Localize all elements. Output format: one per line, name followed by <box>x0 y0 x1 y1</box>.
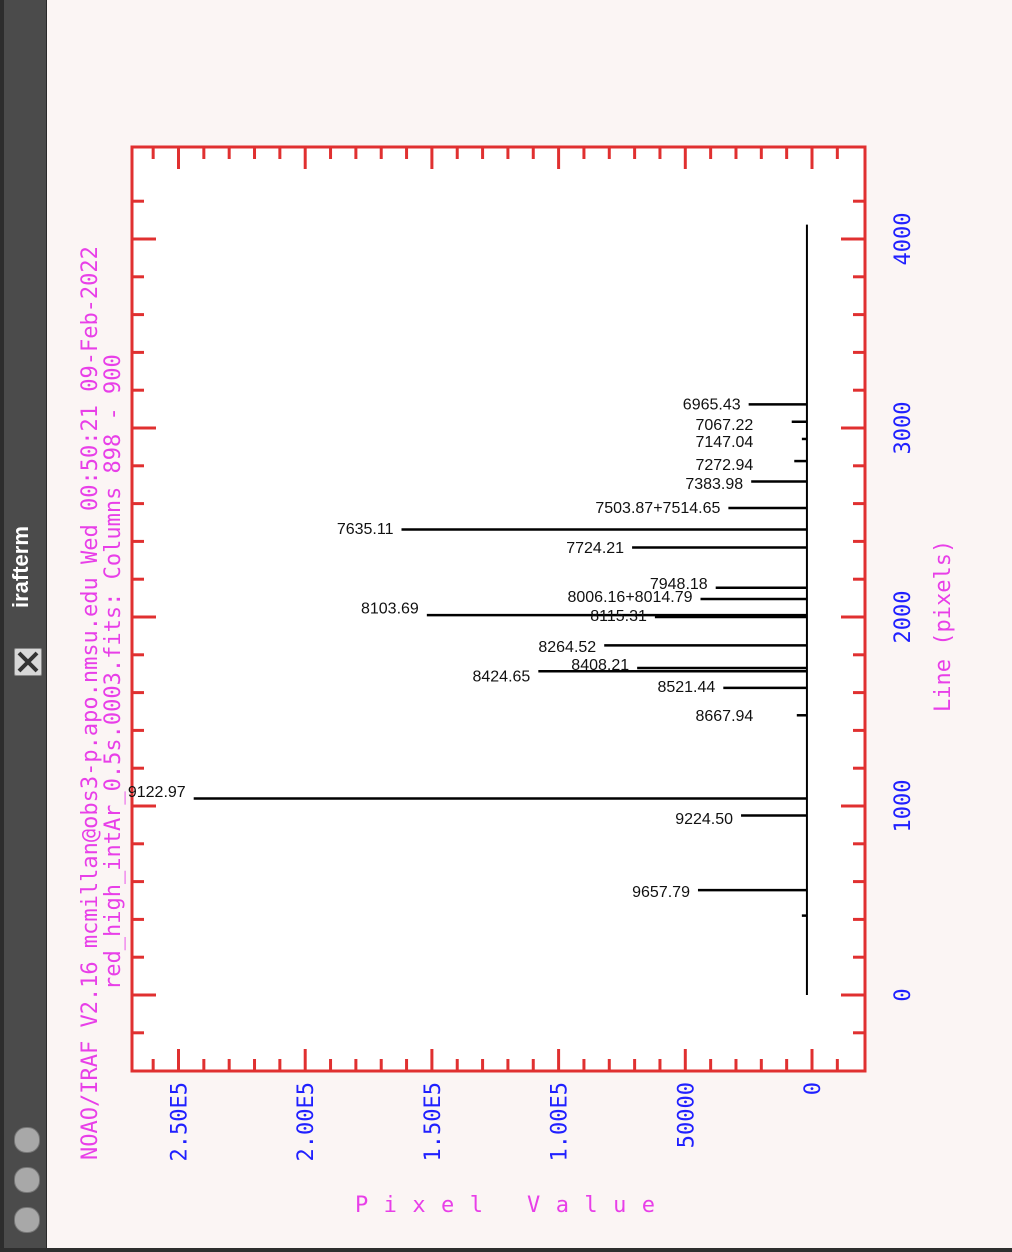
x-tick-label: 3000 <box>891 402 916 455</box>
window-sidebar: irafterm <box>0 0 47 1252</box>
header-line-2: red_high_intAr_0.5s.0003.fits: Columns 8… <box>101 354 126 990</box>
line-label: 7067.22 <box>695 417 753 434</box>
window-button-zoom[interactable] <box>14 1127 40 1153</box>
x-axis-label: Line (pixels) <box>931 540 956 712</box>
window-button-minimize[interactable] <box>14 1167 40 1193</box>
y-tick-label: 1.00E5 <box>548 1082 573 1161</box>
line-label: 8667.94 <box>695 708 753 725</box>
line-label: 9224.50 <box>675 811 733 828</box>
line-label: 8408.21 <box>571 657 629 674</box>
line-label: 8115.31 <box>590 608 647 625</box>
tick-marks <box>132 147 865 1071</box>
line-label: 8424.65 <box>472 669 530 686</box>
y-tick-labels: 0 50000 1.00E5 1.50E5 2.00E5 2.50E5 <box>168 1082 827 1161</box>
line-label: 8521.44 <box>657 679 715 696</box>
line-label: 7272.94 <box>695 457 753 474</box>
x-tick-label: 1000 <box>891 780 916 833</box>
line-label: 8264.52 <box>538 639 596 656</box>
line-label: 7635.11 <box>337 521 394 538</box>
plot-frame <box>130 145 867 1073</box>
header-line-1: NOAO/IRAF V2.16 mcmillan@obs3-p.apo.nmsu… <box>78 246 103 1160</box>
y-axis-label: Pixel Value <box>355 1193 655 1218</box>
x11-icon[interactable] <box>14 648 42 676</box>
spectrum-marks <box>193 224 808 995</box>
y-tick-label: 2.00E5 <box>294 1082 319 1161</box>
line-label: 7503.87+7514.65 <box>595 500 720 517</box>
line-label: 7147.04 <box>695 434 753 451</box>
x-tick-label: 4000 <box>891 213 916 266</box>
line-label: 6965.43 <box>683 396 741 413</box>
line-label: 7724.21 <box>566 540 624 557</box>
line-label: 9122.97 <box>128 784 186 801</box>
y-tick-label: 1.50E5 <box>421 1082 446 1161</box>
line-label: 7383.98 <box>685 476 743 493</box>
line-label: 8103.69 <box>361 600 419 617</box>
y-tick-label: 0 <box>801 1082 826 1095</box>
window-button-close[interactable] <box>14 1207 40 1233</box>
x-tick-label: 2000 <box>891 591 916 644</box>
y-tick-label: 2.50E5 <box>168 1082 193 1161</box>
window-bottom-edge <box>0 1248 1012 1252</box>
y-tick-label: 50000 <box>674 1082 699 1148</box>
x-tick-label: 0 <box>891 988 916 1001</box>
line-label: 9657.79 <box>632 884 690 901</box>
line-label: 8006.16+8014.79 <box>567 589 692 606</box>
x11-icon-glyph <box>17 651 39 673</box>
x-tick-labels: 0 1000 2000 3000 4000 <box>891 213 916 1002</box>
line-label: 7948.18 <box>650 576 708 593</box>
sidebar-edge <box>0 0 4 1252</box>
